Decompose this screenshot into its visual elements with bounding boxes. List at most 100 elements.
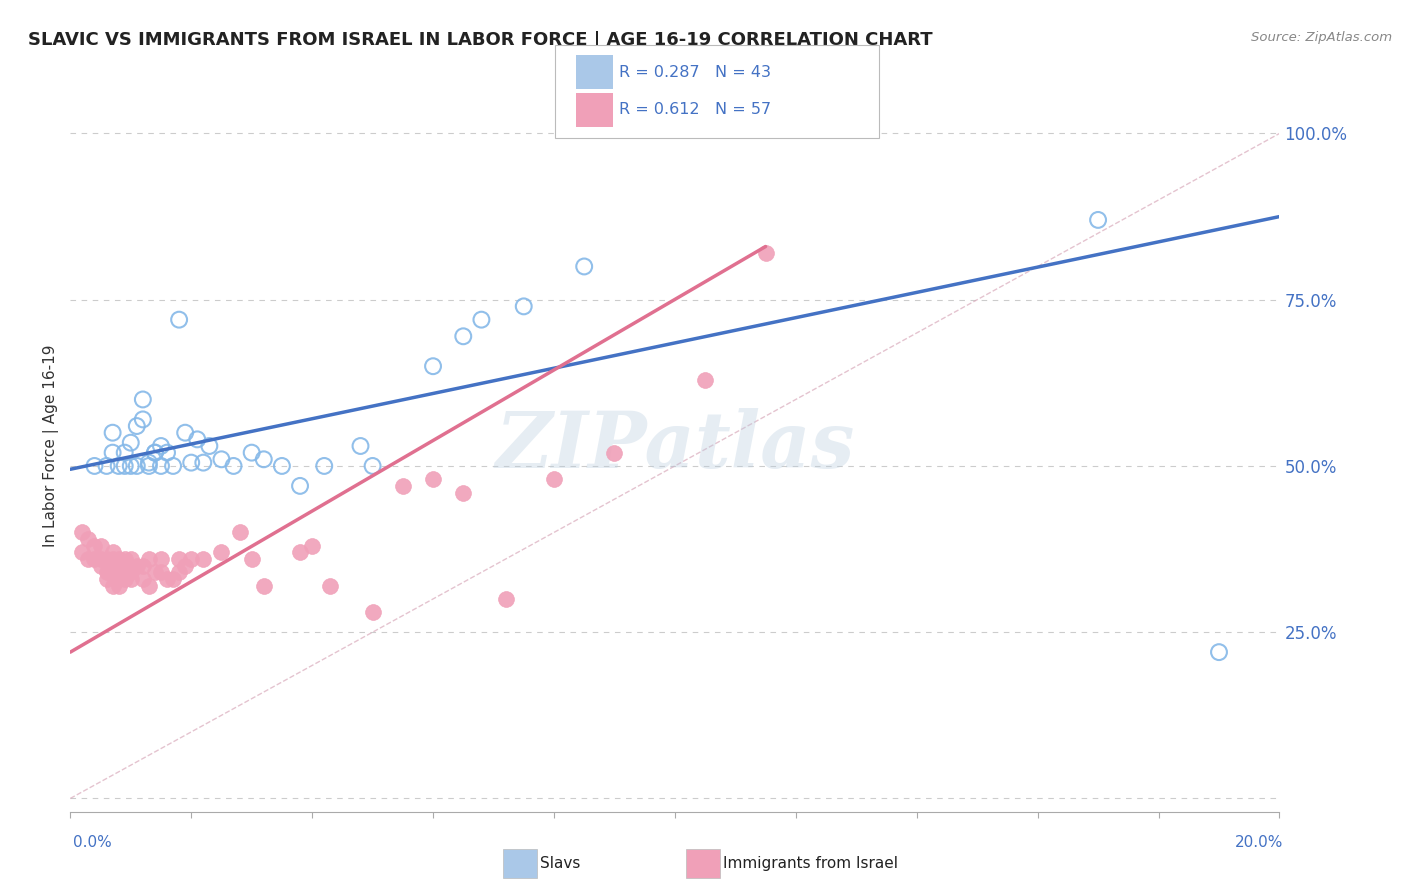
- Point: [349, 439, 371, 453]
- Point: [288, 545, 311, 559]
- Text: 0.0%: 0.0%: [73, 836, 112, 850]
- Point: [270, 458, 294, 473]
- Point: [114, 566, 136, 580]
- Point: [107, 552, 129, 566]
- Point: [138, 552, 160, 566]
- Point: [101, 566, 124, 580]
- Point: [754, 246, 776, 260]
- Point: [288, 479, 311, 493]
- Point: [453, 329, 475, 343]
- Point: [543, 472, 565, 486]
- Point: [513, 299, 536, 313]
- Point: [162, 572, 184, 586]
- Point: [253, 579, 276, 593]
- Point: [83, 552, 105, 566]
- Point: [132, 558, 155, 573]
- Point: [114, 572, 136, 586]
- Point: [143, 566, 166, 580]
- Point: [101, 425, 124, 440]
- Point: [361, 605, 384, 619]
- Point: [180, 552, 202, 566]
- Point: [90, 552, 111, 566]
- Point: [319, 579, 342, 593]
- Point: [1087, 213, 1109, 227]
- Point: [422, 359, 444, 374]
- Point: [114, 552, 136, 566]
- Point: [174, 558, 197, 573]
- Point: [143, 445, 166, 459]
- Point: [162, 458, 184, 473]
- Point: [453, 485, 475, 500]
- Point: [150, 552, 172, 566]
- Point: [120, 566, 142, 580]
- Point: [90, 558, 111, 573]
- Text: 20.0%: 20.0%: [1236, 836, 1284, 850]
- Point: [101, 445, 124, 459]
- Point: [132, 412, 155, 426]
- Point: [138, 456, 160, 470]
- Point: [391, 479, 415, 493]
- Point: [107, 458, 129, 473]
- Point: [120, 458, 142, 473]
- Point: [301, 539, 323, 553]
- Point: [101, 579, 124, 593]
- Point: [167, 566, 190, 580]
- Point: [167, 552, 190, 566]
- Point: [495, 591, 517, 606]
- Point: [96, 458, 118, 473]
- Point: [186, 433, 208, 447]
- Point: [96, 566, 118, 580]
- Point: [138, 458, 160, 473]
- Point: [150, 439, 172, 453]
- Text: ZIPatlas: ZIPatlas: [495, 408, 855, 484]
- Point: [228, 525, 250, 540]
- Text: Source: ZipAtlas.com: Source: ZipAtlas.com: [1251, 31, 1392, 45]
- Text: Slavs: Slavs: [540, 856, 581, 871]
- Point: [90, 539, 111, 553]
- Point: [150, 458, 172, 473]
- Point: [125, 458, 148, 473]
- Point: [240, 445, 263, 459]
- Point: [72, 525, 94, 540]
- Point: [77, 532, 100, 546]
- Point: [107, 572, 129, 586]
- Point: [193, 456, 215, 470]
- Y-axis label: In Labor Force | Age 16-19: In Labor Force | Age 16-19: [44, 344, 59, 548]
- Text: R = 0.287   N = 43: R = 0.287 N = 43: [619, 65, 770, 79]
- Point: [422, 472, 444, 486]
- Point: [211, 545, 233, 559]
- Point: [180, 456, 202, 470]
- Point: [96, 552, 118, 566]
- Point: [222, 458, 245, 473]
- Point: [603, 445, 626, 459]
- Point: [167, 312, 190, 326]
- Point: [125, 558, 148, 573]
- Point: [693, 372, 716, 386]
- Point: [1208, 645, 1230, 659]
- Text: Immigrants from Israel: Immigrants from Israel: [723, 856, 897, 871]
- Point: [101, 545, 124, 559]
- Point: [156, 445, 179, 459]
- Point: [574, 260, 596, 274]
- Point: [83, 539, 105, 553]
- Point: [120, 572, 142, 586]
- Point: [211, 452, 233, 467]
- Point: [198, 439, 221, 453]
- Point: [114, 445, 136, 459]
- Point: [138, 579, 160, 593]
- Point: [96, 572, 118, 586]
- Point: [107, 558, 129, 573]
- Point: [83, 458, 105, 473]
- Point: [193, 552, 215, 566]
- Point: [156, 572, 179, 586]
- Point: [114, 458, 136, 473]
- Point: [143, 445, 166, 459]
- Point: [132, 572, 155, 586]
- Text: R = 0.612   N = 57: R = 0.612 N = 57: [619, 103, 770, 117]
- Point: [125, 419, 148, 434]
- Point: [361, 458, 384, 473]
- Point: [107, 579, 129, 593]
- Point: [470, 312, 492, 326]
- Point: [253, 452, 276, 467]
- Point: [150, 566, 172, 580]
